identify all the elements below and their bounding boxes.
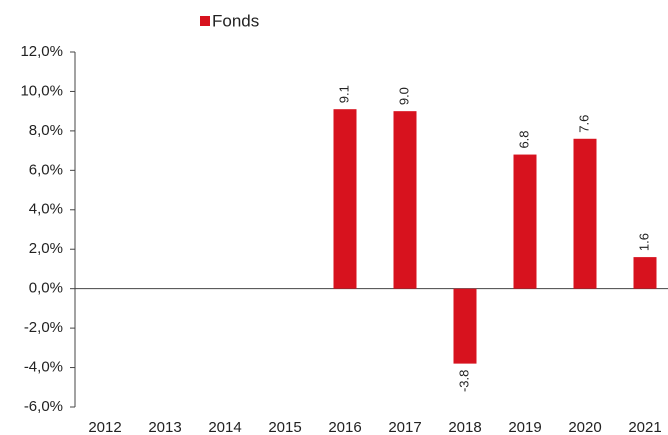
legend-label: Fonds <box>212 11 259 30</box>
x-tick-label: 2016 <box>328 419 361 435</box>
y-tick-label: -6,0% <box>24 398 63 415</box>
bar <box>573 138 597 289</box>
data-label: 7.6 <box>576 115 591 133</box>
y-tick-label: 6,0% <box>29 161 63 178</box>
y-tick-label: 10,0% <box>20 82 63 99</box>
y-tick-label: -2,0% <box>24 319 63 336</box>
bar <box>513 154 537 289</box>
x-tick-label: 2013 <box>148 419 181 435</box>
y-tick-label: 8,0% <box>29 122 63 139</box>
data-label: 1.6 <box>636 233 651 251</box>
x-tick-label: 2018 <box>448 419 481 435</box>
x-tick-label: 2012 <box>88 419 121 435</box>
y-tick-label: 4,0% <box>29 201 63 218</box>
bar <box>393 111 417 289</box>
y-tick-label: 2,0% <box>29 240 63 257</box>
y-tick-label: -4,0% <box>24 359 63 376</box>
x-tick-label: 2015 <box>268 419 301 435</box>
x-tick-label: 2014 <box>208 419 241 435</box>
bar <box>333 109 357 289</box>
x-tick-label: 2020 <box>568 419 601 435</box>
data-label: 9.0 <box>396 87 411 105</box>
data-label: 6.8 <box>516 130 531 148</box>
y-tick-label: 0,0% <box>29 280 63 297</box>
x-tick-label: 2021 <box>628 419 661 435</box>
bar <box>633 257 657 289</box>
data-label: -3.8 <box>456 370 471 392</box>
y-tick-label: 12,0% <box>20 43 63 60</box>
bar <box>453 288 477 364</box>
x-tick-label: 2019 <box>508 419 541 435</box>
legend-swatch <box>200 16 210 26</box>
x-tick-label: 2017 <box>388 419 421 435</box>
data-label: 9.1 <box>336 85 351 103</box>
